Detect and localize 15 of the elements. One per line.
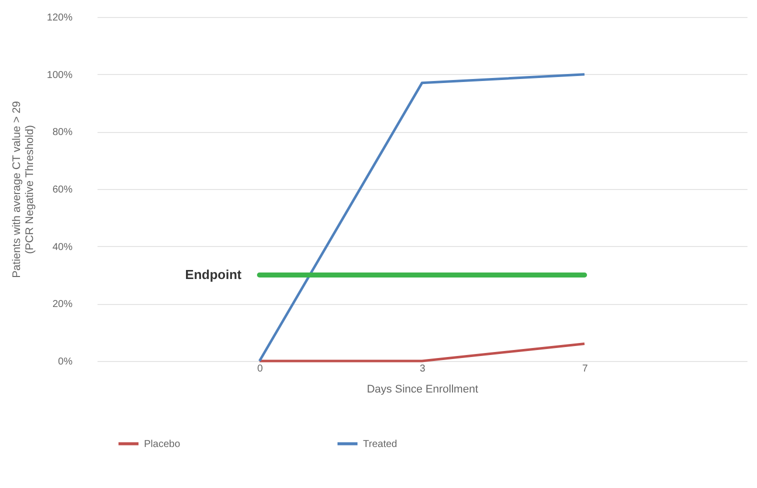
x-axis-title: Days Since Enrollment xyxy=(366,384,478,396)
y-tick-label: 120% xyxy=(46,12,73,24)
x-tick-label: 3 xyxy=(420,364,426,374)
y-tick-label: 60% xyxy=(52,184,73,196)
y-axis-title: Patients with average CT value > 29 (PCR Negative Threshold) xyxy=(10,101,36,278)
ref-line-label: Endpoint xyxy=(185,267,242,282)
y-tick-label: 0% xyxy=(58,356,73,368)
x-tick-label: 0 xyxy=(257,364,264,374)
legend-label: Placebo xyxy=(144,438,181,450)
y-tick-label: 20% xyxy=(52,299,73,310)
y-tick-label: 80% xyxy=(52,127,73,138)
legend-label: Treated xyxy=(363,438,398,450)
x-tick-label: 7 xyxy=(582,364,588,374)
y-tick-label: 100% xyxy=(46,70,73,81)
y-tick-label: 40% xyxy=(52,242,73,253)
